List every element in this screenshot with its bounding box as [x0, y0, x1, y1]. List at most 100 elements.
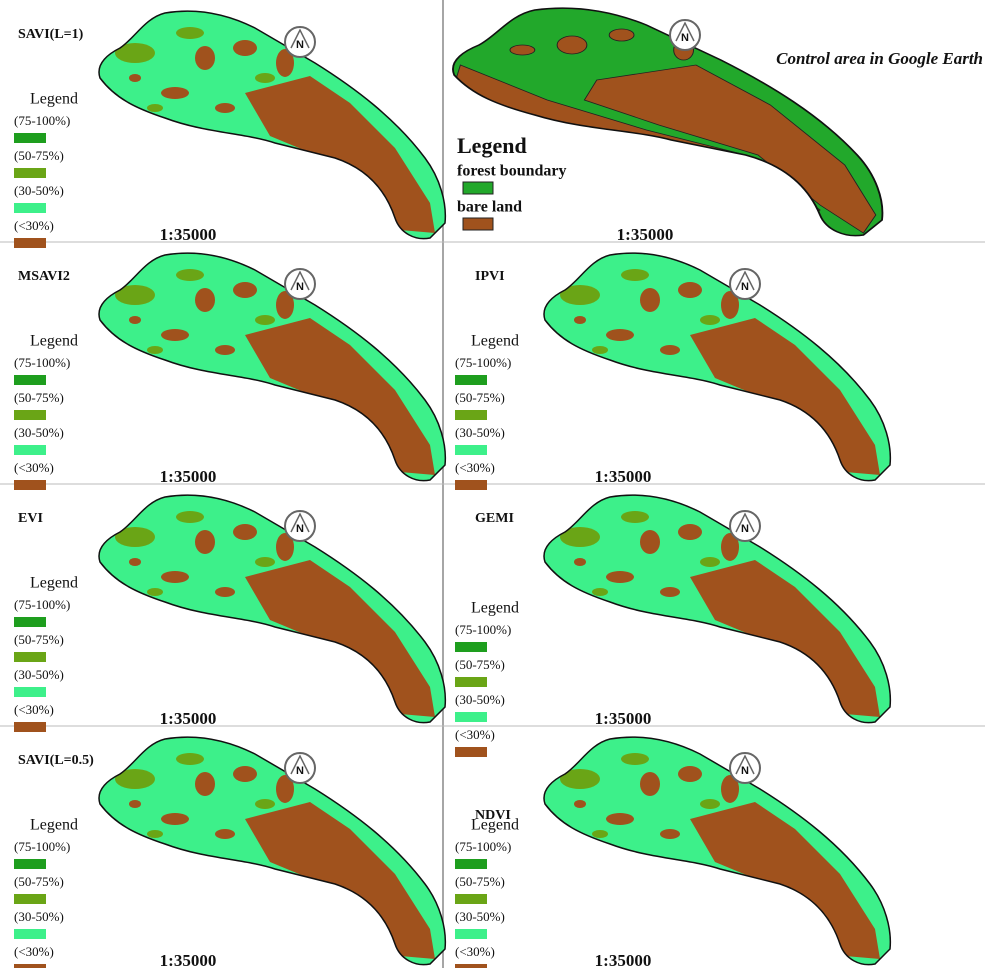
map: [544, 737, 890, 964]
legend-label: (30-50%): [455, 425, 505, 440]
legend-label: (30-50%): [14, 425, 64, 440]
legend-swatch: [455, 747, 487, 757]
legend-swatch: [14, 410, 46, 420]
legend-swatch: [455, 677, 487, 687]
map-title: IPVI: [475, 269, 505, 284]
legend-label: (<30%): [14, 218, 54, 233]
legend-label: (30-50%): [455, 909, 505, 924]
map-area: [99, 253, 445, 480]
legend-swatch: [455, 859, 487, 869]
north-label: N: [296, 765, 304, 777]
legend-title: Legend: [30, 91, 78, 108]
legend-label: (50-75%): [14, 874, 64, 889]
legend-label: (50-75%): [455, 657, 505, 672]
legend-title: Legend: [471, 333, 519, 350]
map-scale: 1:35000: [160, 225, 217, 244]
legend-label: (50-75%): [455, 874, 505, 889]
legend-swatch: [455, 964, 487, 968]
map-title: SAVI(L=1): [18, 27, 84, 42]
legend-label: (75-100%): [14, 355, 70, 370]
legend-label: (<30%): [455, 460, 495, 475]
north-label: N: [296, 523, 304, 535]
map: [544, 495, 890, 722]
legend-title: Legend: [471, 817, 519, 834]
legend-label: forest boundary: [457, 163, 567, 180]
legend-label: (75-100%): [14, 839, 70, 854]
map: [99, 737, 445, 964]
legend-swatch: [14, 480, 46, 490]
map: [99, 495, 445, 722]
legend-title: Legend: [471, 600, 519, 617]
legend-label: (30-50%): [455, 692, 505, 707]
legend-swatch: [14, 652, 46, 662]
map-scale: 1:35000: [617, 225, 674, 244]
north-label: N: [741, 281, 749, 293]
map-title: Control area in Google Earth: [776, 49, 983, 68]
figure: N SAVI(L=1) Legend (75-100%) (50-75%) (30-50%…: [0, 0, 985, 968]
map-panel: N Control area in Google Earth Legend fores…: [453, 8, 983, 244]
legend-label: (<30%): [455, 727, 495, 742]
legend-label: (50-75%): [455, 390, 505, 405]
map-panel: N SAVI(L=0.5) Legend (75-100%) (50-75%) (30-5…: [14, 737, 445, 968]
legend-label: (75-100%): [455, 839, 511, 854]
north-label: N: [296, 281, 304, 293]
map-area: [99, 737, 445, 964]
map-panel: N IPVI Legend (75-100%) (50-75%) (30-50%) (<30…: [455, 253, 890, 490]
legend-swatch: [14, 617, 46, 627]
map: [99, 253, 445, 480]
map: [544, 253, 890, 480]
legend-label: (75-100%): [14, 597, 70, 612]
legend-label: (75-100%): [455, 355, 511, 370]
legend-label: (<30%): [14, 702, 54, 717]
legend-label: (50-75%): [14, 632, 64, 647]
legend-swatch: [455, 642, 487, 652]
legend-swatch: [14, 445, 46, 455]
legend-label: (75-100%): [455, 622, 511, 637]
map-title: GEMI: [475, 511, 514, 526]
legend-swatch: [14, 203, 46, 213]
map-panel: N GEMI Legend (75-100%) (50-75%) (30-50%) (<30…: [455, 495, 890, 757]
legend-label: (50-75%): [14, 148, 64, 163]
legend-label: bare land: [457, 199, 522, 216]
north-label: N: [741, 765, 749, 777]
legend-title: Legend: [30, 817, 78, 834]
legend-label: (<30%): [455, 944, 495, 959]
legend-title: Legend: [457, 133, 527, 158]
legend-swatch: [14, 133, 46, 143]
north-label: N: [741, 523, 749, 535]
legend-label: (30-50%): [14, 667, 64, 682]
legend-swatch: [14, 722, 46, 732]
legend-swatch: [14, 859, 46, 869]
north-label: N: [681, 32, 689, 44]
map-panel: NNDVILegend(75-100%)(50-75%)(30-50%)(<30…: [455, 737, 890, 968]
legend-title: Legend: [30, 333, 78, 350]
legend-title: Legend: [30, 575, 78, 592]
legend-swatch: [455, 480, 487, 490]
map-panel: NEVILegend(75-100%)(50-75%)(30-50%)(<30%…: [14, 495, 445, 732]
legend-swatch: [14, 238, 46, 248]
legend-swatch: [14, 687, 46, 697]
map-area: [544, 253, 890, 480]
legend-swatch: [14, 375, 46, 385]
map-scale: 1:35000: [160, 951, 217, 968]
map-area: [99, 495, 445, 722]
map-area: [99, 11, 445, 238]
legend-label: (30-50%): [14, 183, 64, 198]
legend-swatch: [455, 894, 487, 904]
map-scale: 1:35000: [595, 467, 652, 486]
legend-swatch: [455, 410, 487, 420]
map-panel: NSAVI(L=1)Legend(75-100%)(50-75%)(30-50%…: [14, 11, 445, 248]
legend-label: (50-75%): [14, 390, 64, 405]
legend-label: (<30%): [14, 944, 54, 959]
legend-label: (30-50%): [14, 909, 64, 924]
map-scale: 1:35000: [160, 467, 217, 486]
legend-swatch: [14, 894, 46, 904]
legend-label: (75-100%): [14, 113, 70, 128]
legend-swatch: [14, 168, 46, 178]
legend-swatch: [463, 182, 493, 194]
legend-swatch: [455, 375, 487, 385]
map-scale: 1:35000: [595, 951, 652, 968]
map-area: [544, 495, 890, 722]
map-title: SAVI(L=0.5): [18, 753, 94, 768]
map: [99, 11, 445, 238]
